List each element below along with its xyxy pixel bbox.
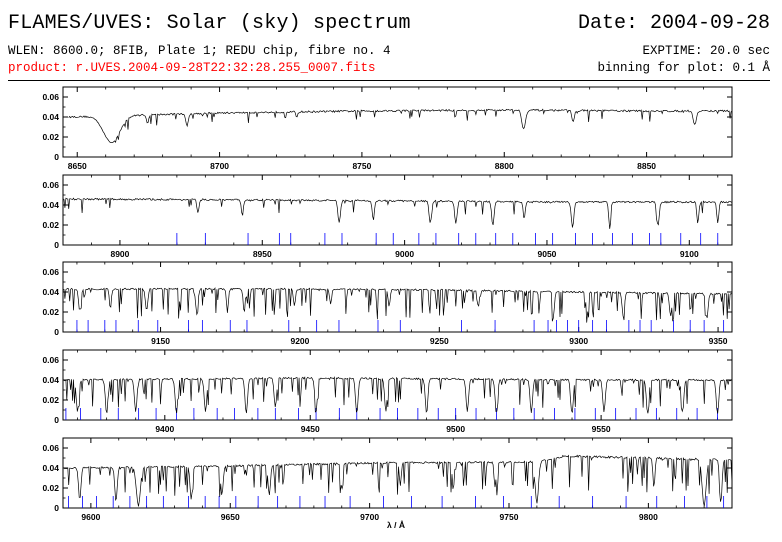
page-title: FLAMES/UVES: Solar (sky) spectrum — [8, 12, 411, 35]
x-tick-label: 9000 — [395, 249, 414, 259]
x-tick-label: 9750 — [500, 512, 519, 522]
exptime-info: EXPTIME: 20.0 sec — [642, 44, 770, 58]
x-tick-label: 8950 — [253, 249, 272, 259]
product-filename: product: r.UVES.2004-09-28T22:32:28.255_… — [8, 61, 376, 75]
y-tick-label: 0.04 — [42, 112, 59, 122]
y-tick-label: 0.06 — [42, 355, 59, 365]
y-tick-label: 0.04 — [42, 463, 59, 473]
x-tick-label: 8850 — [637, 161, 656, 171]
spectrum-panel: 0 0.02 0.04 0.06 8650 8700 8750 8800 8850 — [42, 86, 733, 171]
x-tick-label: 9800 — [639, 512, 658, 522]
binning-info: binning for plot: 0.1 Å — [597, 61, 770, 75]
spectrum-line — [62, 287, 733, 323]
x-tick-label: 9600 — [81, 512, 100, 522]
x-tick-label: 9500 — [446, 424, 465, 434]
spectrum-line — [68, 108, 733, 144]
spectrum-line — [62, 197, 733, 229]
x-tick-label: 8800 — [495, 161, 514, 171]
y-tick-label: 0 — [54, 240, 59, 250]
y-tick-label: 0 — [54, 327, 59, 337]
y-tick-label: 0.06 — [42, 443, 59, 453]
x-tick-label: 9200 — [290, 336, 309, 346]
x-tick-label: 8650 — [68, 161, 87, 171]
spectrum-line — [63, 454, 733, 507]
panel-frame — [62, 174, 733, 246]
x-tick-label: 9050 — [537, 249, 556, 259]
x-tick-label: 8750 — [352, 161, 371, 171]
y-tick-label: 0.02 — [42, 395, 59, 405]
x-tick-label: 9150 — [151, 336, 170, 346]
date-label: Date: 2004-09-28 — [577, 12, 770, 35]
y-tick-label: 0.04 — [42, 200, 59, 210]
y-tick-label: 0.02 — [42, 220, 59, 230]
x-tick-label: 9100 — [680, 249, 699, 259]
y-tick-label: 0 — [54, 152, 59, 162]
y-tick-label: 0.02 — [42, 307, 59, 317]
x-tick-label: 9550 — [592, 424, 611, 434]
header-divider — [8, 80, 770, 81]
x-axis-label: λ / Å — [387, 520, 405, 530]
panel-frame — [62, 261, 733, 333]
x-tick-label: 9400 — [155, 424, 174, 434]
panel-frame — [62, 86, 733, 158]
y-tick-label: 0.06 — [42, 267, 59, 277]
spectrum-panel: 0 0.02 0.04 0.06 9600 9650 9700 9750 9800 — [42, 437, 733, 522]
x-tick-label: 9250 — [430, 336, 449, 346]
y-tick-label: 0.06 — [42, 92, 59, 102]
y-tick-label: 0.04 — [42, 375, 59, 385]
spectrum-panel: 0 0.02 0.04 0.06 9150 9200 9250 9300 9350 — [42, 261, 733, 346]
spectrum-panel: 0 0.02 0.04 0.06 9400 9450 9500 9550 — [42, 349, 733, 434]
spectrum-line — [62, 376, 733, 414]
y-tick-label: 0 — [54, 415, 59, 425]
y-tick-label: 0.04 — [42, 287, 59, 297]
x-tick-label: 9650 — [221, 512, 240, 522]
wlen-info: WLEN: 8600.0; 8FIB, Plate 1; REDU chip, … — [8, 44, 391, 58]
x-tick-label: 9700 — [360, 512, 379, 522]
y-tick-label: 0.02 — [42, 483, 59, 493]
x-tick-label: 9450 — [301, 424, 320, 434]
y-tick-label: 0 — [54, 503, 59, 513]
x-tick-label: 8900 — [110, 249, 129, 259]
x-tick-label: 8700 — [210, 161, 229, 171]
y-tick-label: 0.06 — [42, 180, 59, 190]
x-tick-label: 9300 — [569, 336, 588, 346]
x-tick-label: 9350 — [709, 336, 728, 346]
y-tick-label: 0.02 — [42, 132, 59, 142]
spectrum-panel: 0 0.02 0.04 0.06 8900 8950 9000 9050 9100 — [42, 174, 733, 259]
spectrum-panels: 0 0.02 0.04 0.06 8650 8700 8750 8800 8850 0 0.02 0.… — [42, 86, 733, 522]
